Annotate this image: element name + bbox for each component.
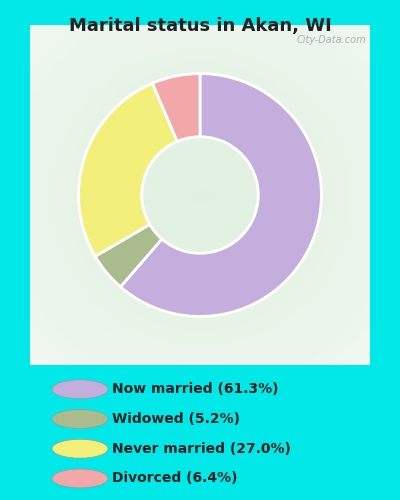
Text: Never married (27.0%): Never married (27.0%) — [112, 442, 291, 456]
Text: Marital status in Akan, WI: Marital status in Akan, WI — [69, 16, 331, 34]
Text: Widowed (5.2%): Widowed (5.2%) — [112, 412, 240, 426]
Circle shape — [52, 469, 108, 488]
Wedge shape — [95, 224, 162, 287]
Circle shape — [52, 380, 108, 399]
Circle shape — [52, 440, 108, 458]
Wedge shape — [120, 74, 322, 316]
Text: City-Data.com: City-Data.com — [297, 35, 367, 45]
Circle shape — [52, 410, 108, 428]
Wedge shape — [78, 84, 177, 256]
Wedge shape — [152, 74, 200, 142]
Text: Now married (61.3%): Now married (61.3%) — [112, 382, 278, 396]
Text: Divorced (6.4%): Divorced (6.4%) — [112, 472, 238, 486]
